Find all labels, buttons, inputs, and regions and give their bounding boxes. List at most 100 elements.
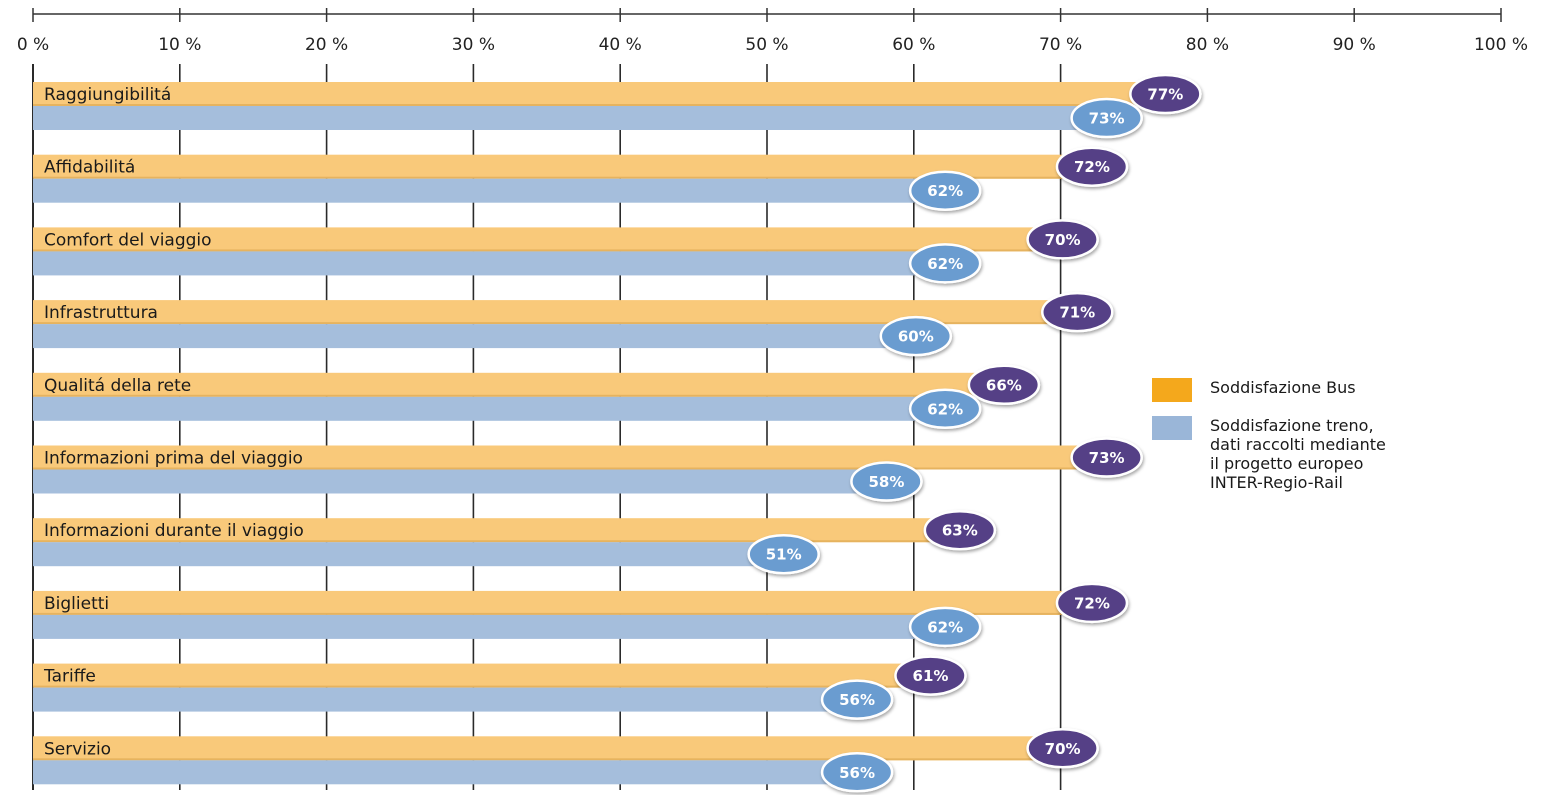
value-badge-train: 58%	[850, 461, 923, 502]
value-badge-circle	[1070, 97, 1143, 139]
bar-train	[33, 178, 944, 203]
value-badge-circle	[1055, 146, 1129, 187]
value-badge-circle	[1129, 73, 1202, 115]
value-badge-circle	[1070, 437, 1143, 478]
legend-swatch-train	[1152, 416, 1192, 440]
bar-bus-edge	[33, 758, 1061, 761]
value-badge-circle	[879, 315, 953, 357]
value-badge-bus: 63%	[923, 509, 997, 551]
category-labels: Raggiungibilitá Affidabilitá Comfort del v…	[43, 85, 304, 759]
value-badge-circle	[747, 533, 820, 575]
bar-bus	[33, 82, 1164, 106]
x-tick-label: 40 %	[599, 35, 642, 55]
value-badge-circle	[967, 364, 1041, 406]
value-badge-circle	[908, 388, 982, 430]
value-badge-bus: 73%	[1070, 437, 1143, 478]
value-badge-train: 56%	[820, 679, 894, 720]
value-label: 72%	[1074, 158, 1110, 176]
value-label: 62%	[927, 255, 963, 273]
value-badge-bus: 77%	[1129, 73, 1202, 115]
category-label: Informazioni durante il viaggio	[44, 521, 304, 541]
bar-train	[33, 396, 944, 421]
value-label: 62%	[927, 182, 963, 200]
legend-item-bus: Soddisfazione Bus	[1152, 378, 1386, 402]
value-badge-circle	[820, 752, 894, 793]
category-label: Infrastruttura	[44, 303, 158, 323]
value-label: 73%	[1089, 449, 1125, 467]
value-badge-circle	[1026, 219, 1099, 260]
value-badge-circle	[908, 243, 982, 284]
value-badge-train: 62%	[908, 170, 982, 211]
value-label: 70%	[1045, 231, 1081, 249]
bar-train	[33, 687, 856, 712]
value-badge-bus: 72%	[1055, 582, 1129, 624]
value-badge-bus: 61%	[894, 655, 967, 696]
value-badge-circle	[1041, 291, 1114, 333]
x-tick-label: 100 %	[1474, 35, 1528, 55]
x-tick-label: 60 %	[892, 35, 935, 55]
bar-bus	[33, 227, 1061, 252]
bar-train	[33, 251, 944, 276]
x-tick-label: 20 %	[305, 35, 348, 55]
value-label: 71%	[1059, 304, 1095, 322]
x-tick-label: 0 %	[17, 35, 49, 55]
value-label: 61%	[913, 667, 949, 685]
bar-bus-edge	[33, 394, 1002, 397]
bar-bus-edge	[33, 249, 1061, 252]
value-label: 63%	[942, 522, 978, 540]
value-badge-train: 56%	[820, 752, 894, 793]
bar-bus	[33, 445, 1105, 470]
x-tick-label: 50 %	[745, 35, 788, 55]
value-badges: 77% 73% 72% 62% 70% 62% 71% 60% 66% 62% 73% 58% 63% 5…	[747, 73, 1202, 793]
bar-bus-edge	[33, 685, 929, 688]
value-label: 62%	[927, 618, 963, 636]
bar-train	[33, 614, 944, 639]
value-label: 72%	[1074, 594, 1110, 612]
legend-label-train: Soddisfazione treno, dati raccolti media…	[1210, 416, 1386, 492]
value-label: 60%	[898, 328, 934, 346]
value-badge-bus: 72%	[1055, 146, 1129, 187]
category-label: Informazioni prima del viaggio	[44, 449, 303, 469]
bar-bus	[33, 663, 929, 688]
value-label: 56%	[839, 691, 875, 709]
value-label: 58%	[868, 473, 904, 491]
bars	[33, 82, 1164, 785]
value-badge-circle	[894, 655, 967, 696]
bar-bus	[33, 736, 1061, 761]
value-badge-circle	[850, 461, 923, 502]
value-badge-train: 60%	[879, 315, 953, 357]
category-label: Affidabilitá	[44, 158, 135, 178]
category-label: Biglietti	[44, 594, 109, 614]
x-tick-label: 10 %	[158, 35, 201, 55]
category-label: Raggiungibilitá	[44, 85, 171, 105]
value-badge-circle	[908, 606, 982, 648]
x-axis: 0 % 10 % 20 % 30 % 40 % 50 % 60 % 70 % 80 % 90 % 1…	[17, 8, 1528, 55]
legend-swatch-bus	[1152, 378, 1192, 402]
x-tick-label: 30 %	[452, 35, 495, 55]
value-label: 62%	[927, 400, 963, 418]
value-badge-circle	[820, 679, 894, 720]
value-label: 77%	[1147, 86, 1183, 104]
value-label: 70%	[1045, 740, 1081, 758]
value-label: 56%	[839, 764, 875, 782]
x-tick-label: 80 %	[1186, 35, 1229, 55]
category-label: Comfort del viaggio	[44, 230, 212, 250]
value-badge-train: 73%	[1070, 97, 1143, 139]
legend-label-bus: Soddisfazione Bus	[1210, 378, 1356, 397]
legend-item-train: Soddisfazione treno, dati raccolti media…	[1152, 416, 1386, 492]
bar-train	[33, 542, 782, 567]
value-badge-circle	[923, 509, 997, 551]
bar-bus-edge	[33, 322, 1076, 325]
value-label: 66%	[986, 376, 1022, 394]
category-label: Tariffe	[43, 667, 96, 687]
bar-bus	[33, 154, 1090, 179]
value-badge-train: 62%	[908, 388, 982, 430]
legend: Soddisfazione Bus Soddisfazione treno, d…	[1152, 378, 1386, 506]
bar-train	[33, 324, 914, 349]
value-badge-bus: 71%	[1041, 291, 1114, 333]
bar-bus-edge	[33, 104, 1164, 106]
value-label: 51%	[766, 546, 802, 564]
x-tick-label: 90 %	[1333, 35, 1376, 55]
bar-bus	[33, 590, 1090, 615]
bar-bus-edge	[33, 176, 1090, 179]
